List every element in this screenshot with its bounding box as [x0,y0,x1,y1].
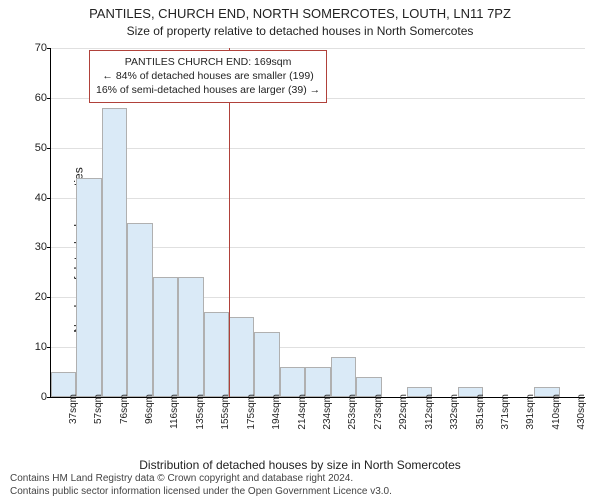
chart-container: PANTILES, CHURCH END, NORTH SOMERCOTES, … [0,0,600,500]
x-tick-label: 214sqm [297,394,308,430]
x-tick-label: 194sqm [271,394,282,430]
histogram-bar [254,332,279,397]
callout-line-2: ← 84% of detached houses are smaller (19… [96,69,320,83]
y-tick-label: 70 [21,42,47,54]
callout-line-1: PANTILES CHURCH END: 169sqm [96,55,320,69]
histogram-bar [178,277,203,397]
x-tick-label: 37sqm [68,394,79,424]
histogram-bar [305,367,330,397]
x-tick-label: 371sqm [500,394,511,430]
histogram-bar [280,367,305,397]
histogram-bar [127,223,152,398]
gridline [51,148,585,149]
callout-line-3: 16% of semi-detached houses are larger (… [96,83,320,97]
x-tick-label: 135sqm [195,394,206,430]
x-tick-label: 430sqm [576,394,587,430]
plot-area: 01020304050607037sqm57sqm76sqm96sqm116sq… [50,48,585,398]
chart-title-sub: Size of property relative to detached ho… [0,24,600,38]
y-tick-label: 10 [21,341,47,353]
y-tick-label: 0 [21,391,47,403]
gridline [51,48,585,49]
footer-line-2: Contains public sector information licen… [10,486,392,497]
x-tick-label: 116sqm [169,394,180,429]
x-tick-label: 253sqm [347,394,358,430]
x-tick-label: 96sqm [144,394,155,424]
histogram-bar [204,312,229,397]
x-tick-label: 312sqm [424,394,435,430]
y-tick-label: 20 [21,291,47,303]
y-tick-label: 50 [21,142,47,154]
x-tick-label: 332sqm [449,394,460,430]
histogram-bar [331,357,356,397]
gridline [51,198,585,199]
histogram-bar [153,277,178,397]
histogram-bar [76,178,101,397]
x-tick-label: 273sqm [373,394,384,430]
reference-callout: PANTILES CHURCH END: 169sqm ← 84% of det… [89,50,327,103]
histogram-bar [102,108,127,397]
x-axis-label: Distribution of detached houses by size … [0,458,600,472]
chart-title-main: PANTILES, CHURCH END, NORTH SOMERCOTES, … [0,6,600,21]
attribution-footer: Contains HM Land Registry data © Crown c… [10,472,392,498]
x-tick-label: 292sqm [398,394,409,430]
x-tick-label: 76sqm [119,394,130,424]
x-tick-label: 351sqm [475,394,486,430]
y-tick-label: 30 [21,241,47,253]
x-tick-label: 234sqm [322,394,333,430]
footer-line-1: Contains HM Land Registry data © Crown c… [10,473,353,484]
y-tick-label: 40 [21,192,47,204]
x-tick-label: 155sqm [220,394,231,430]
x-tick-label: 57sqm [93,394,104,424]
y-tick-label: 60 [21,92,47,104]
x-tick-label: 175sqm [246,394,257,430]
histogram-bar [229,317,254,397]
x-tick-label: 391sqm [525,394,536,430]
x-tick-label: 410sqm [551,394,562,430]
